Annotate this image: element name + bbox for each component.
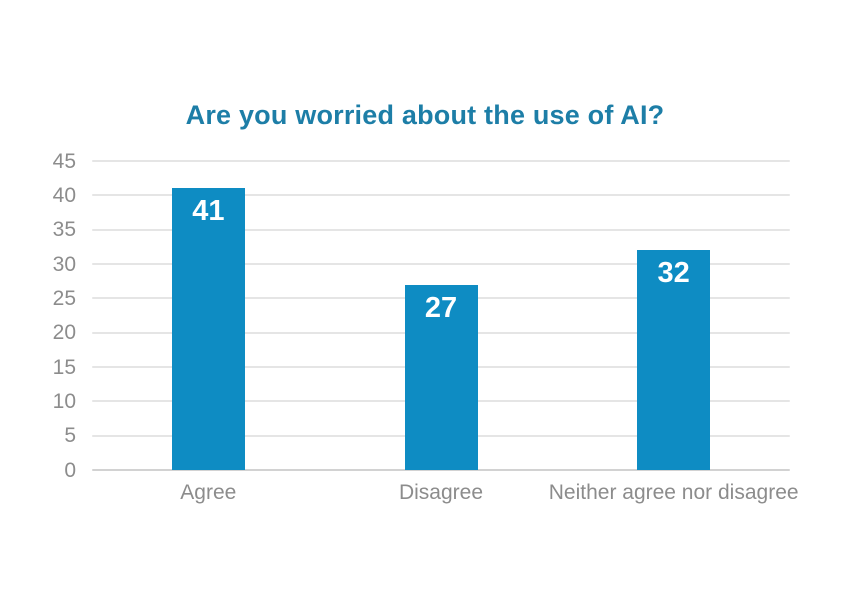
x-category-label: Agree: [180, 481, 237, 504]
y-tick-label: 10: [52, 389, 76, 413]
grid-line: [92, 366, 790, 368]
grid-line: [92, 434, 790, 437]
y-tick-label: 45: [52, 149, 76, 173]
y-tick-label: 40: [52, 183, 76, 207]
chart-title: Are you worried about the use of AI?: [185, 100, 665, 130]
x-axis-baseline: [92, 469, 790, 471]
bar: 27: [404, 284, 478, 470]
grid-line: [92, 297, 790, 300]
y-tick-label: 15: [52, 355, 76, 379]
y-tick-label: 20: [52, 321, 76, 345]
y-tick-label: 35: [52, 218, 76, 242]
grid-line: [92, 400, 790, 403]
bar-value-label: 41: [192, 195, 225, 228]
bar: 32: [637, 250, 711, 470]
y-tick-label: 25: [52, 286, 76, 310]
grid-line: [92, 160, 790, 162]
grid-line: [92, 263, 790, 265]
grid-line: [92, 194, 790, 197]
bar: 41: [171, 188, 245, 470]
grid-line: [92, 331, 790, 334]
bar-value-label: 32: [657, 257, 690, 290]
y-tick-label: 30: [52, 252, 76, 276]
y-tick-label: 5: [64, 424, 76, 448]
grid-line: [92, 228, 790, 231]
y-tick-label: 0: [64, 458, 76, 482]
x-category-label: Neither agree nor disagree: [548, 481, 799, 504]
x-category-label: Disagree: [398, 481, 484, 504]
bar-value-label: 27: [424, 291, 458, 324]
